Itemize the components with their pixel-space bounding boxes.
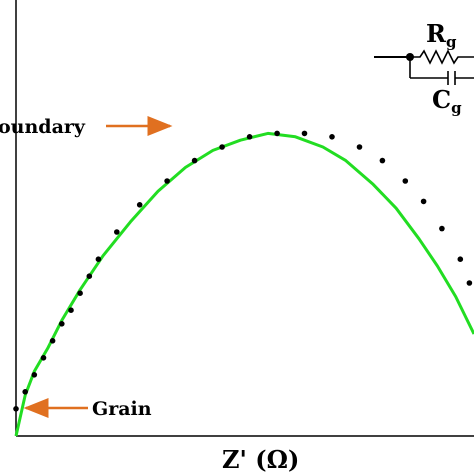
resistor-label-main: R bbox=[426, 19, 447, 48]
data-point bbox=[356, 144, 363, 150]
data-point bbox=[420, 198, 427, 205]
data-point bbox=[59, 321, 65, 327]
data-point bbox=[274, 130, 280, 137]
data-point bbox=[95, 256, 102, 263]
data-point bbox=[164, 178, 170, 184]
grain-annotation: Grain bbox=[92, 398, 152, 420]
data-points-group bbox=[13, 130, 473, 412]
data-point bbox=[22, 389, 29, 395]
data-point bbox=[86, 273, 93, 280]
data-point bbox=[191, 157, 198, 164]
resistor-label: Rg bbox=[426, 19, 457, 51]
data-point bbox=[301, 130, 308, 137]
data-point bbox=[13, 406, 19, 412]
data-point bbox=[136, 202, 143, 208]
capacitor-label: Cg bbox=[432, 85, 462, 117]
data-point bbox=[466, 280, 473, 286]
data-point bbox=[246, 134, 253, 140]
data-point bbox=[402, 178, 409, 184]
resistor-label-sub: g bbox=[446, 33, 457, 51]
data-point bbox=[219, 144, 225, 150]
boundary-annotation: oundary bbox=[0, 116, 86, 138]
data-point bbox=[68, 307, 74, 314]
data-point bbox=[49, 338, 56, 344]
equivalent-circuit-inset: Rg Cg bbox=[374, 19, 474, 117]
x-axis-label: Z' (Ω) bbox=[222, 445, 299, 474]
capacitor-label-main: C bbox=[432, 85, 451, 114]
data-point bbox=[77, 290, 83, 297]
data-point bbox=[439, 225, 445, 232]
data-point bbox=[31, 372, 38, 378]
capacitor-label-sub: g bbox=[451, 99, 462, 117]
data-point bbox=[114, 229, 120, 235]
data-point bbox=[457, 256, 464, 263]
data-point bbox=[379, 157, 386, 164]
resistor-icon bbox=[410, 49, 474, 65]
data-point bbox=[40, 355, 47, 361]
data-point bbox=[329, 134, 335, 140]
